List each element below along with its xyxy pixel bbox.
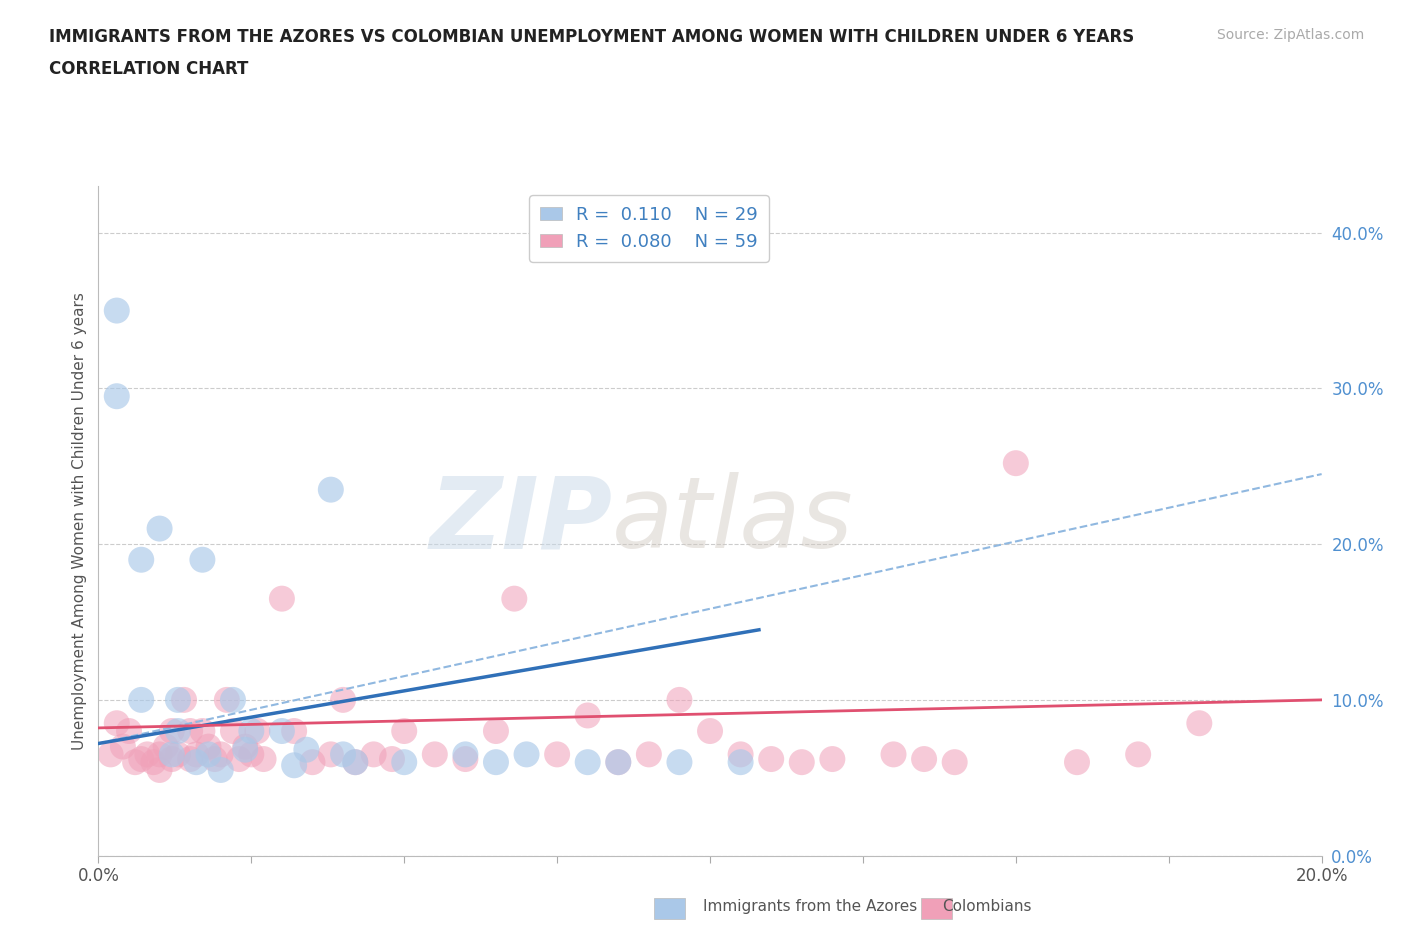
Point	[283, 758, 305, 773]
Point	[454, 747, 477, 762]
Point	[191, 552, 214, 567]
Point	[454, 751, 477, 766]
Point	[111, 739, 134, 754]
Point	[197, 739, 219, 754]
Point	[363, 747, 385, 762]
Point	[160, 751, 183, 766]
Point	[699, 724, 721, 738]
Point	[821, 751, 844, 766]
Point	[167, 747, 190, 762]
Point	[485, 724, 508, 738]
Point	[423, 747, 446, 762]
Point	[197, 747, 219, 762]
Point	[222, 724, 245, 738]
Point	[344, 755, 367, 770]
Point	[381, 751, 404, 766]
Point	[215, 693, 238, 708]
Point	[149, 747, 172, 762]
Point	[228, 751, 250, 766]
Text: Immigrants from the Azores: Immigrants from the Azores	[703, 899, 917, 914]
Point	[1004, 456, 1026, 471]
Point	[1188, 716, 1211, 731]
Point	[270, 724, 292, 738]
Point	[319, 747, 342, 762]
Point	[485, 755, 508, 770]
Point	[332, 693, 354, 708]
Point	[233, 739, 256, 754]
Point	[191, 724, 214, 738]
Point	[167, 693, 190, 708]
Point	[392, 755, 416, 770]
Text: atlas: atlas	[612, 472, 853, 569]
Text: Source: ZipAtlas.com: Source: ZipAtlas.com	[1216, 28, 1364, 42]
Point	[607, 755, 630, 770]
Point	[283, 724, 305, 738]
Point	[270, 591, 292, 606]
Point	[105, 389, 128, 404]
Point	[149, 521, 172, 536]
Point	[319, 483, 342, 498]
Point	[576, 755, 599, 770]
Point	[546, 747, 568, 762]
Point	[759, 751, 782, 766]
Point	[516, 747, 538, 762]
Point	[167, 724, 190, 738]
Text: ZIP: ZIP	[429, 472, 612, 569]
Text: IMMIGRANTS FROM THE AZORES VS COLOMBIAN UNEMPLOYMENT AMONG WOMEN WITH CHILDREN U: IMMIGRANTS FROM THE AZORES VS COLOMBIAN …	[49, 28, 1135, 46]
Point	[730, 747, 752, 762]
Point	[209, 747, 232, 762]
Point	[124, 755, 146, 770]
Point	[332, 747, 354, 762]
Point	[392, 724, 416, 738]
Point	[142, 755, 165, 770]
Point	[344, 755, 367, 770]
Point	[233, 742, 256, 757]
Point	[186, 747, 208, 762]
Point	[105, 303, 128, 318]
Point	[883, 747, 905, 762]
Point	[179, 724, 201, 738]
Y-axis label: Unemployment Among Women with Children Under 6 years: Unemployment Among Women with Children U…	[72, 292, 87, 750]
Point	[637, 747, 661, 762]
Point	[155, 739, 177, 754]
Point	[301, 755, 323, 770]
Point	[222, 693, 245, 708]
Point	[204, 751, 226, 766]
Point	[668, 693, 690, 708]
Point	[1128, 747, 1150, 762]
Point	[912, 751, 935, 766]
Text: CORRELATION CHART: CORRELATION CHART	[49, 60, 249, 78]
Point	[295, 742, 318, 757]
Point	[1066, 755, 1088, 770]
Point	[129, 751, 152, 766]
Point	[160, 747, 183, 762]
Point	[186, 755, 208, 770]
Point	[576, 708, 599, 723]
Point	[607, 755, 630, 770]
Point	[100, 747, 122, 762]
Point	[503, 591, 526, 606]
Point	[209, 763, 232, 777]
Point	[943, 755, 966, 770]
Point	[668, 755, 690, 770]
Point	[246, 724, 269, 738]
Point	[252, 751, 274, 766]
Point	[240, 724, 263, 738]
Point	[160, 724, 183, 738]
Point	[129, 693, 152, 708]
Point	[129, 552, 152, 567]
Point	[173, 693, 195, 708]
Point	[105, 716, 128, 731]
Point	[179, 751, 201, 766]
Legend: R =  0.110    N = 29, R =  0.080    N = 59: R = 0.110 N = 29, R = 0.080 N = 59	[529, 195, 769, 261]
Point	[118, 724, 141, 738]
Point	[730, 755, 752, 770]
Point	[240, 747, 263, 762]
Point	[136, 747, 159, 762]
Point	[149, 763, 172, 777]
Text: Colombians: Colombians	[942, 899, 1032, 914]
Point	[790, 755, 813, 770]
